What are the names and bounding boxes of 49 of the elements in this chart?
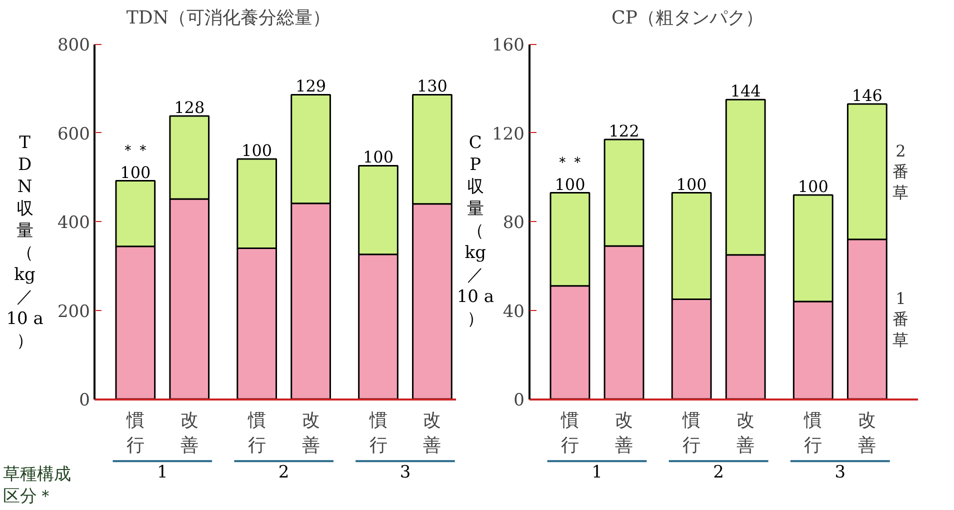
y-tick-label: 0 [79,390,90,411]
y-tick-label: 160 [492,36,524,56]
annotation: 100 [676,174,707,194]
text: 2 [278,462,290,483]
annotation: 100 [554,174,586,194]
annotation: 129 [296,76,326,96]
chart-title: TDN（可消化養分総量） [126,8,331,28]
y-tick-label: 40 [502,302,524,322]
y-tick-label: 200 [57,302,90,322]
x-tick-label: 改善 [615,410,634,456]
text: 2 [713,462,724,483]
series-label: 2番草 [892,141,909,202]
y-tick-label: 600 [57,124,90,144]
x-tick-label: 慣行 [246,410,266,456]
x-tick-label: 慣行 [125,410,144,456]
y-tick-label: 800 [57,36,90,56]
chart-title: CP（粗タンパク） [612,8,764,28]
text: 1 [592,462,602,483]
x-tick-label: 慣行 [368,410,388,456]
annotation: 100 [120,162,151,182]
text: CP収量（kg／10 a） [456,132,494,329]
y-tick-label: 0 [514,390,524,411]
annotation: 100 [242,141,272,160]
text: 3 [400,462,411,483]
annotation: 144 [730,82,761,101]
annotation: 130 [416,76,448,96]
y-tick-label: 120 [492,124,524,144]
x-tick-label: 改善 [736,410,755,456]
text: 1 [156,462,168,483]
annotation: ＊＊ [120,140,150,159]
series-label: 1番草 [892,288,909,350]
x-axis-title: 草種構成区分＊ [3,464,72,507]
x-tick-label: 改善 [302,410,320,456]
annotation: 128 [174,98,205,118]
annotation: 122 [608,122,640,141]
y-tick-label: 80 [502,213,524,234]
x-tick-label: 改善 [858,410,876,456]
x-tick-label: 改善 [423,410,442,456]
annotation: ＊＊ [554,152,585,171]
text: 3 [834,462,846,483]
annotation: 100 [798,176,828,196]
x-tick-label: 慣行 [682,410,701,456]
x-tick-label: 改善 [180,410,198,456]
annotation: 100 [362,148,394,167]
annotation: 146 [852,86,882,106]
x-tick-label: 慣行 [803,410,822,456]
x-tick-label: 慣行 [560,410,579,456]
text: TDN収量（kg／10 a） [6,132,44,351]
y-tick-label: 400 [57,213,90,234]
